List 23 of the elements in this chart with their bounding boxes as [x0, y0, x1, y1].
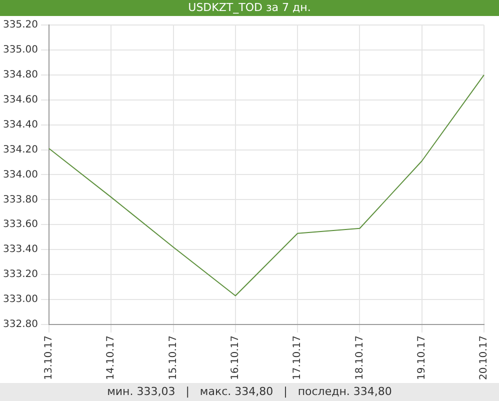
y-tick-label: 334.80	[2, 70, 38, 81]
x-tick-label: 15.10.17	[168, 335, 179, 380]
y-tick-label: 334.40	[2, 119, 38, 130]
x-tick-label: 20.10.17	[478, 335, 490, 380]
text: мин. 333,03 | макс. 334,80 | последн. 334,80	[0, 383, 499, 401]
y-tick-label: 333.00	[2, 294, 38, 306]
x-tick-label: 13.10.17	[44, 335, 55, 380]
y-tick-label: 333.20	[2, 269, 38, 280]
y-tick-label: 333.40	[2, 244, 38, 256]
chart-title: USDKZT_TOD за 7 дн.	[0, 0, 499, 16]
y-tick-label: 335.00	[2, 44, 38, 56]
x-tick-label: 18.10.17	[354, 335, 366, 380]
y-tick-label: 334.60	[2, 94, 38, 106]
x-tick-label: 14.10.17	[106, 335, 117, 380]
y-tick-label: 333.80	[2, 194, 38, 206]
x-tick-label: 16.10.17	[230, 335, 242, 380]
x-tick-label: 19.10.17	[416, 335, 428, 380]
y-tick-label: 334.00	[2, 169, 38, 180]
y-tick-label: 334.20	[2, 144, 38, 156]
y-tick-label: 333.60	[2, 219, 38, 230]
y-tick-label: 335.20	[2, 20, 38, 31]
y-tick-label: 332.80	[2, 319, 38, 330]
x-tick-label: 17.10.17	[292, 335, 304, 380]
